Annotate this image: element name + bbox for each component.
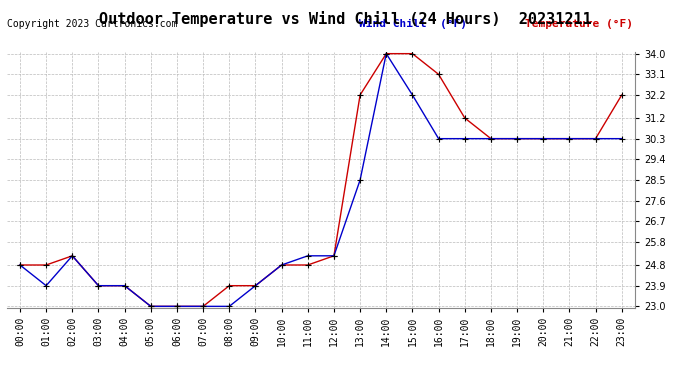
Text: Temperature (°F): Temperature (°F) xyxy=(525,20,633,29)
Text: Wind Chill  (°F): Wind Chill (°F) xyxy=(359,20,466,29)
Text: Outdoor Temperature vs Wind Chill (24 Hours)  20231211: Outdoor Temperature vs Wind Chill (24 Ho… xyxy=(99,11,591,27)
Text: Copyright 2023 Cartronics.com: Copyright 2023 Cartronics.com xyxy=(7,20,177,29)
